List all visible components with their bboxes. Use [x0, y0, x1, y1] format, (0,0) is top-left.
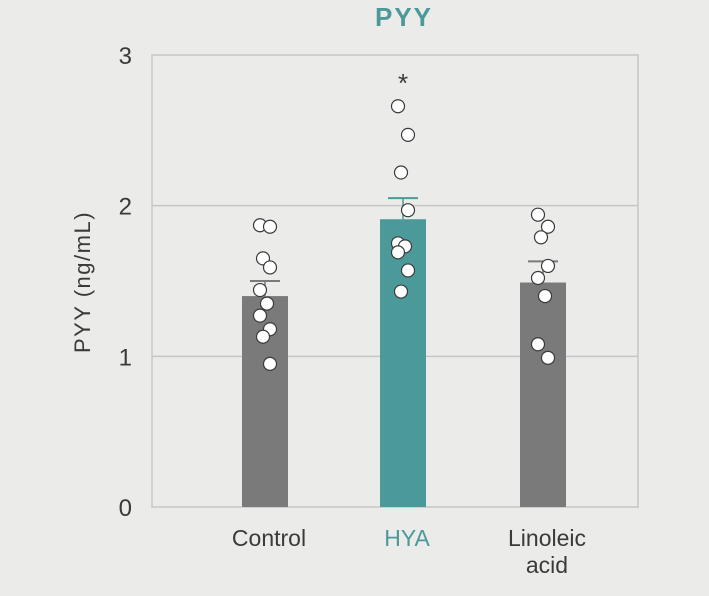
- data-point-2-5: [537, 288, 553, 304]
- category-label-2-1: acid: [526, 552, 568, 578]
- y-axis-label: PYY (ng/mL): [70, 211, 95, 353]
- data-point-1-2: [393, 165, 409, 180]
- bar-1: [380, 219, 426, 507]
- data-point-2-0: [530, 207, 546, 222]
- y-tick-label-1: 1: [119, 344, 132, 371]
- data-point-0-1: [262, 219, 278, 234]
- data-point-0-3: [262, 260, 278, 275]
- category-label-0-0: Control: [232, 525, 306, 551]
- data-point-2-3: [540, 258, 556, 274]
- data-point-0-4: [252, 282, 268, 298]
- data-point-1-0: [390, 99, 406, 114]
- data-point-0-9: [262, 356, 278, 371]
- data-point-0-8: [255, 329, 271, 344]
- data-point-2-6: [530, 337, 546, 352]
- data-point-1-1: [400, 127, 416, 142]
- bar-2: [520, 282, 566, 507]
- data-point-2-1: [540, 219, 556, 234]
- y-tick-label-2: 2: [119, 194, 132, 221]
- category-label-1-0: HYA: [384, 525, 430, 551]
- data-point-0-5: [259, 296, 275, 311]
- chart-title: PYY: [375, 2, 433, 32]
- data-point-1-8: [393, 284, 409, 299]
- data-point-2-4: [530, 270, 546, 286]
- data-point-0-6: [252, 308, 268, 323]
- data-point-1-6: [390, 245, 406, 260]
- data-point-2-7: [540, 350, 556, 365]
- data-point-1-3: [400, 203, 416, 218]
- significance-marker-1: *: [398, 68, 408, 98]
- data-point-2-2: [533, 230, 549, 245]
- y-tick-label-3: 3: [119, 43, 132, 70]
- data-point-1-7: [400, 263, 416, 278]
- y-tick-label-0: 0: [119, 495, 132, 522]
- category-label-2-0: Linoleic: [508, 525, 586, 551]
